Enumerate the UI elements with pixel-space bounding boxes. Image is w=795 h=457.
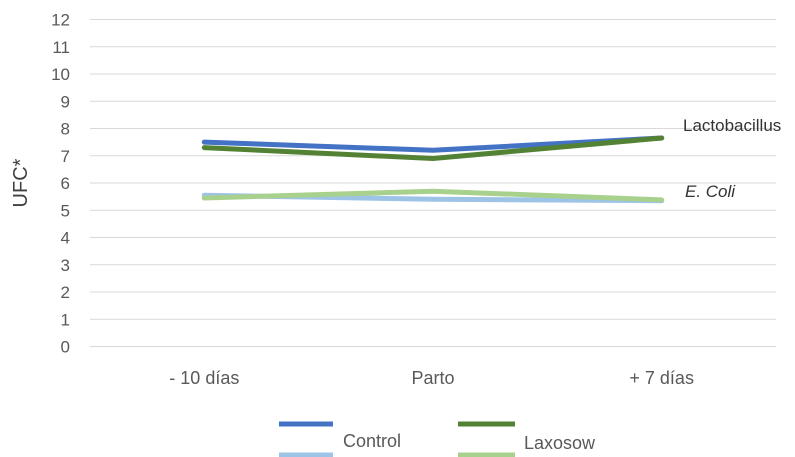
y-tick-label: 2 (61, 283, 70, 302)
x-tick-label: + 7 días (629, 368, 694, 388)
series-line-lactobacillus-control (201, 135, 665, 153)
y-axis-label: UFC* (10, 158, 32, 207)
x-tick-label: - 10 días (169, 368, 239, 388)
y-tick-label: 8 (61, 120, 70, 139)
series-lines (201, 135, 665, 204)
y-tick-label: 0 (61, 338, 70, 357)
y-tick-label: 4 (61, 229, 70, 248)
legend-label-control: Control (343, 431, 401, 451)
series-line-e-coli-laxosow (201, 188, 665, 203)
y-tick-label: 12 (51, 11, 70, 30)
x-axis-ticks: - 10 días Parto + 7 días (169, 368, 694, 388)
series-line-lactobacillus-laxosow (201, 135, 665, 161)
y-tick-label: 10 (51, 65, 70, 84)
x-tick-label: Parto (411, 368, 454, 388)
gridlines (90, 19, 776, 347)
legend-label-laxosow: Laxosow (524, 433, 596, 453)
y-tick-label: 11 (52, 38, 70, 57)
y-tick-label: 6 (61, 174, 70, 193)
y-tick-label: 9 (61, 92, 70, 111)
y-tick-label: 5 (61, 201, 70, 220)
y-tick-label: 1 (61, 310, 70, 329)
legend: Control Laxosow (279, 421, 596, 457)
y-tick-label: 3 (61, 256, 70, 275)
y-tick-label: 7 (61, 147, 70, 166)
annotation-e-coli: E. Coli (685, 182, 736, 201)
annotation-lactobacillus: Lactobacillus (683, 116, 781, 135)
